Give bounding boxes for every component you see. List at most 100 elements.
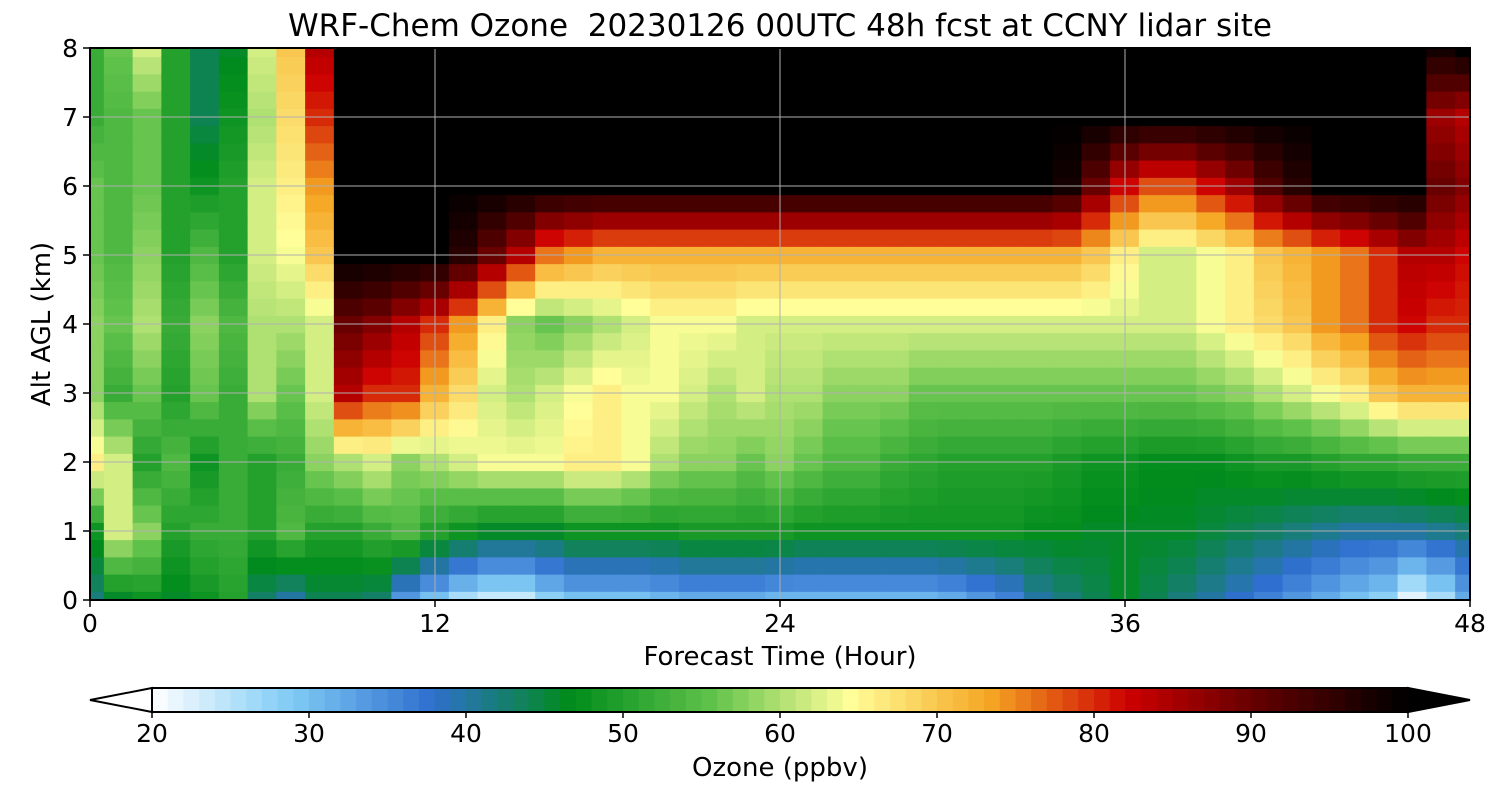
heatmap-cell	[880, 556, 910, 575]
heatmap-cell	[161, 349, 192, 368]
heatmap-cell	[1282, 263, 1313, 282]
y-tick-label: 2	[62, 448, 78, 477]
heatmap-cell	[1340, 125, 1370, 144]
heatmap-cell	[1052, 539, 1083, 558]
heatmap-cell	[621, 280, 652, 299]
heatmap-cell	[650, 401, 680, 420]
heatmap-cell	[90, 90, 105, 109]
heatmap-cell	[1167, 280, 1198, 299]
colorbar-segment	[1094, 688, 1111, 712]
heatmap-cell	[333, 349, 364, 368]
heatmap-cell	[1052, 332, 1083, 351]
heatmap-cell	[1081, 211, 1112, 230]
y-axis-ticks: 0 1 2 3 4 5 6 7 8	[62, 34, 90, 615]
heatmap-cell	[563, 590, 594, 600]
heatmap-cell	[1397, 280, 1428, 299]
heatmap-cell	[563, 332, 594, 351]
heatmap-cell	[161, 366, 192, 385]
heatmap-cell	[592, 280, 623, 299]
heatmap-cell	[190, 125, 220, 144]
heatmap-cell	[822, 280, 853, 299]
heatmap-cell	[793, 297, 824, 316]
heatmap-cell	[908, 366, 939, 385]
heatmap-cell	[1052, 435, 1083, 454]
heatmap-cell	[1282, 556, 1313, 575]
heatmap-cell	[103, 211, 134, 230]
heatmap-cell	[880, 211, 910, 230]
heatmap-cell	[90, 401, 105, 420]
heatmap-cell	[908, 487, 939, 506]
heatmap-cell	[1340, 142, 1370, 161]
heatmap-cell	[448, 418, 479, 437]
heatmap-cell	[1225, 590, 1255, 600]
heatmap-cell	[1081, 142, 1112, 161]
heatmap-cell	[707, 125, 738, 144]
heatmap-cell	[1397, 297, 1428, 316]
heatmap-cell	[276, 73, 307, 92]
heatmap-cell	[822, 211, 853, 230]
heatmap-cell	[592, 332, 623, 351]
heatmap-cell	[822, 435, 853, 454]
heatmap-cell	[391, 297, 422, 316]
heatmap-cell	[506, 280, 537, 299]
heatmap-cell	[103, 418, 134, 437]
heatmap-cell	[966, 125, 997, 144]
heatmap-cell	[448, 573, 479, 592]
heatmap-cell	[678, 573, 709, 592]
colorbar-tick-label: 30	[293, 719, 325, 748]
heatmap-cell	[391, 590, 422, 600]
heatmap-cell	[1167, 194, 1198, 213]
heatmap-cell	[1340, 366, 1370, 385]
colorbar-segment	[1251, 688, 1268, 712]
heatmap-cell	[736, 349, 767, 368]
heatmap-cell	[937, 349, 968, 368]
heatmap-cell	[678, 48, 709, 58]
colorbar-segment	[764, 688, 781, 712]
heatmap-cell	[305, 297, 335, 316]
heatmap-cell	[1167, 349, 1198, 368]
heatmap-cell	[448, 556, 479, 575]
heatmap-cell	[132, 73, 163, 92]
heatmap-cell	[563, 539, 594, 558]
heatmap-cell	[937, 590, 968, 600]
heatmap-cell	[391, 573, 422, 592]
heatmap-cell	[707, 366, 738, 385]
heatmap-cell	[190, 280, 220, 299]
heatmap-cell	[1397, 211, 1428, 230]
colorbar: 20 30 40 50 60 70 80 90 100	[89, 686, 1471, 748]
heatmap-cell	[937, 90, 968, 109]
heatmap-cell	[1397, 90, 1428, 109]
colorbar-segment	[638, 688, 655, 712]
colorbar-segment	[1345, 688, 1362, 712]
heatmap-cell	[1397, 470, 1428, 489]
heatmap-cell	[333, 332, 364, 351]
heatmap-cell	[1138, 504, 1169, 523]
heatmap-cell	[1196, 142, 1227, 161]
heatmap-cell	[1426, 125, 1457, 144]
heatmap-cell	[1368, 435, 1399, 454]
heatmap-cell	[391, 211, 422, 230]
heatmap-cell	[448, 228, 479, 247]
heatmap-cell	[1368, 504, 1399, 523]
heatmap-cell	[1455, 487, 1470, 506]
heatmap-cell	[995, 504, 1025, 523]
heatmap-cell	[1023, 228, 1054, 247]
heatmap-cell	[1368, 73, 1399, 92]
heatmap-cell	[247, 56, 278, 75]
heatmap-cell	[966, 48, 997, 58]
heatmap-cell	[1282, 366, 1313, 385]
heatmap-cell	[362, 435, 393, 454]
heatmap-cell	[1253, 590, 1284, 600]
heatmap-cell	[103, 90, 134, 109]
heatmap-cell	[1167, 56, 1198, 75]
heatmap-cell	[621, 366, 652, 385]
heatmap-cell	[851, 56, 882, 75]
colorbar-segment	[717, 688, 734, 712]
heatmap-cell	[1368, 590, 1399, 600]
chart-title: WRF-Chem Ozone 20230126 00UTC 48h fcst a…	[288, 8, 1272, 44]
heatmap-cell	[1397, 573, 1428, 592]
heatmap-cell	[1455, 418, 1470, 437]
heatmap-cell	[1397, 435, 1428, 454]
heatmap-cell	[247, 539, 278, 558]
heatmap-cell	[995, 159, 1025, 178]
